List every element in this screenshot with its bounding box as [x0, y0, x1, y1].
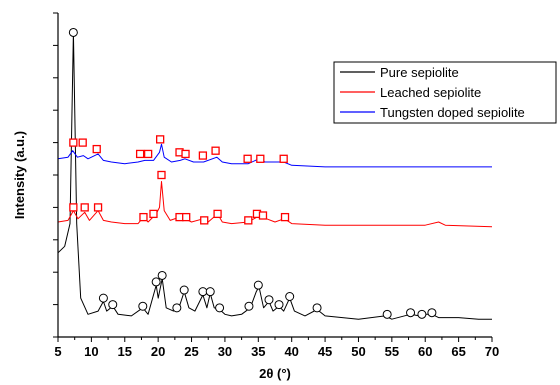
square-marker [78, 138, 87, 147]
square-marker [175, 212, 184, 222]
x-tick-label: 50 [351, 344, 365, 359]
x-tick-label: 15 [118, 344, 132, 359]
square-marker [80, 203, 89, 212]
circle-marker [138, 301, 148, 311]
series-line-2 [57, 143, 492, 168]
x-axis-title: 2θ (°) [259, 366, 291, 381]
x-tick-label: 60 [418, 344, 432, 359]
circle-marker [198, 287, 208, 297]
circle-marker [427, 308, 437, 318]
circle-marker [264, 295, 274, 305]
circle-marker [108, 300, 118, 310]
x-tick-label: 5 [54, 344, 61, 359]
x-tick-label: 55 [385, 344, 399, 359]
square-marker [93, 203, 103, 212]
x-tick-label: 45 [318, 344, 332, 359]
square-marker [200, 216, 209, 225]
circle-marker [205, 287, 215, 297]
marker-layer [68, 27, 437, 319]
square-marker [244, 216, 253, 225]
circle-marker [406, 308, 416, 318]
square-marker [149, 209, 158, 219]
circle-marker [157, 270, 167, 280]
square-marker [157, 170, 166, 180]
square-marker [181, 149, 190, 159]
legend-label-1: Leached sepiolite [380, 85, 481, 100]
square-marker [69, 138, 78, 147]
circle-marker [98, 293, 108, 303]
square-marker [135, 149, 145, 159]
circle-marker [274, 300, 284, 310]
x-tick-label: 20 [151, 344, 165, 359]
square-marker [243, 154, 252, 163]
legend: Pure sepiolite Leached sepiolite Tungsten … [333, 61, 557, 124]
circle-marker [151, 277, 161, 287]
x-tick-label: 35 [251, 344, 265, 359]
x-tick-label: 70 [485, 344, 499, 359]
series-line-1 [57, 181, 493, 228]
x-tick-label: 65 [451, 344, 465, 359]
square-marker [182, 212, 191, 222]
circle-marker [312, 303, 322, 313]
circle-marker [68, 27, 78, 37]
x-tick-label: 10 [84, 344, 98, 359]
square-marker [279, 154, 288, 163]
square-marker [258, 211, 268, 220]
square-marker [213, 209, 222, 219]
square-marker [69, 203, 78, 212]
square-marker [143, 149, 153, 159]
tick-layer: 5 10 15 20 25 30 35 40 45 50 55 60 65 70 [53, 12, 499, 359]
circle-marker [382, 309, 392, 319]
legend-label-0: Pure sepiolite [380, 65, 459, 80]
square-marker [139, 212, 148, 222]
circle-marker [179, 285, 189, 295]
circle-marker [417, 309, 427, 319]
circle-marker [215, 303, 225, 313]
square-marker [256, 154, 265, 163]
x-tick-label: 25 [184, 344, 198, 359]
legend-label-2: Tungsten doped sepiolite [380, 105, 525, 120]
circle-marker [253, 280, 263, 290]
square-marker [280, 212, 290, 222]
x-tick-label: 30 [218, 344, 232, 359]
y-axis-title: Intensity (a.u.) [12, 131, 27, 219]
circle-marker [285, 292, 295, 301]
square-marker [156, 135, 165, 144]
square-marker [92, 144, 101, 154]
square-marker [211, 146, 220, 155]
square-marker [198, 151, 208, 160]
circle-marker [172, 303, 182, 313]
x-tick-label: 40 [284, 344, 298, 359]
circle-marker [244, 301, 254, 311]
